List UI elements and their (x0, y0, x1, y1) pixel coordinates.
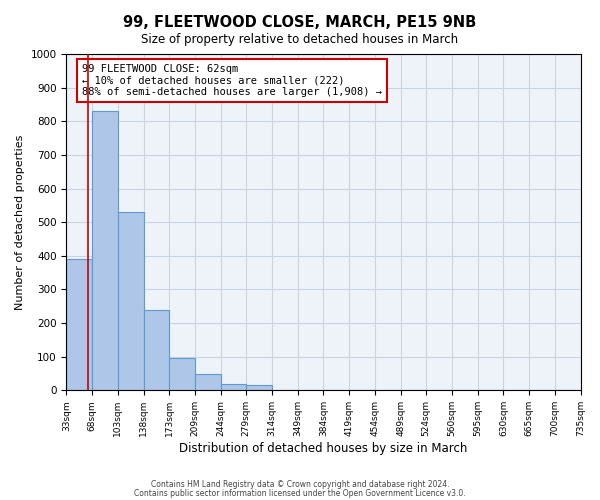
Bar (67, 259, 92, 390)
Text: 99 FLEETWOOD CLOSE: 62sqm
← 10% of detached houses are smaller (222)
88% of semi: 99 FLEETWOOD CLOSE: 62sqm ← 10% of detac… (82, 64, 382, 98)
Text: 99, FLEETWOOD CLOSE, MARCH, PE15 9NB: 99, FLEETWOOD CLOSE, MARCH, PE15 9NB (124, 15, 476, 30)
Text: Contains public sector information licensed under the Open Government Licence v3: Contains public sector information licen… (134, 488, 466, 498)
Bar (92, 111, 118, 390)
Bar (143, 310, 169, 390)
Bar (221, 384, 247, 390)
Bar (247, 386, 272, 390)
Text: Contains HM Land Registry data © Crown copyright and database right 2024.: Contains HM Land Registry data © Crown c… (151, 480, 449, 489)
Bar (195, 374, 221, 390)
Bar (118, 212, 143, 390)
Y-axis label: Number of detached properties: Number of detached properties (15, 134, 25, 310)
Bar (169, 358, 195, 390)
X-axis label: Distribution of detached houses by size in March: Distribution of detached houses by size … (179, 442, 467, 455)
Text: Size of property relative to detached houses in March: Size of property relative to detached ho… (142, 32, 458, 46)
